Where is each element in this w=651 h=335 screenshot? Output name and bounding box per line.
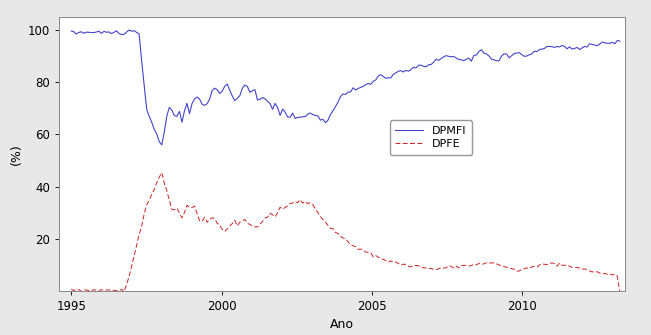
DPFE (616, 290, 624, 294)
Legend: DPMFI, DPFE: DPMFI, DPFE (390, 120, 472, 155)
DPFE (95, 289, 103, 293)
Line: DPFE: DPFE (71, 173, 620, 292)
DPMFI (158, 143, 166, 147)
DPMFI (616, 39, 624, 43)
DPFE (291, 200, 299, 204)
Y-axis label: (%): (%) (10, 143, 22, 165)
DPFE (482, 261, 490, 265)
DPMFI (125, 28, 133, 32)
Line: DPMFI: DPMFI (71, 30, 620, 145)
DPMFI (294, 115, 301, 119)
DPMFI (523, 54, 531, 58)
DPFE (67, 287, 75, 291)
DPFE (520, 267, 528, 271)
DPMFI (485, 54, 493, 58)
DPMFI (286, 115, 294, 119)
DPFE (158, 171, 166, 175)
DPMFI (415, 63, 422, 67)
DPMFI (95, 29, 103, 33)
DPFE (412, 263, 420, 267)
X-axis label: Ano: Ano (330, 318, 353, 331)
DPMFI (67, 29, 75, 33)
DPFE (284, 204, 292, 208)
